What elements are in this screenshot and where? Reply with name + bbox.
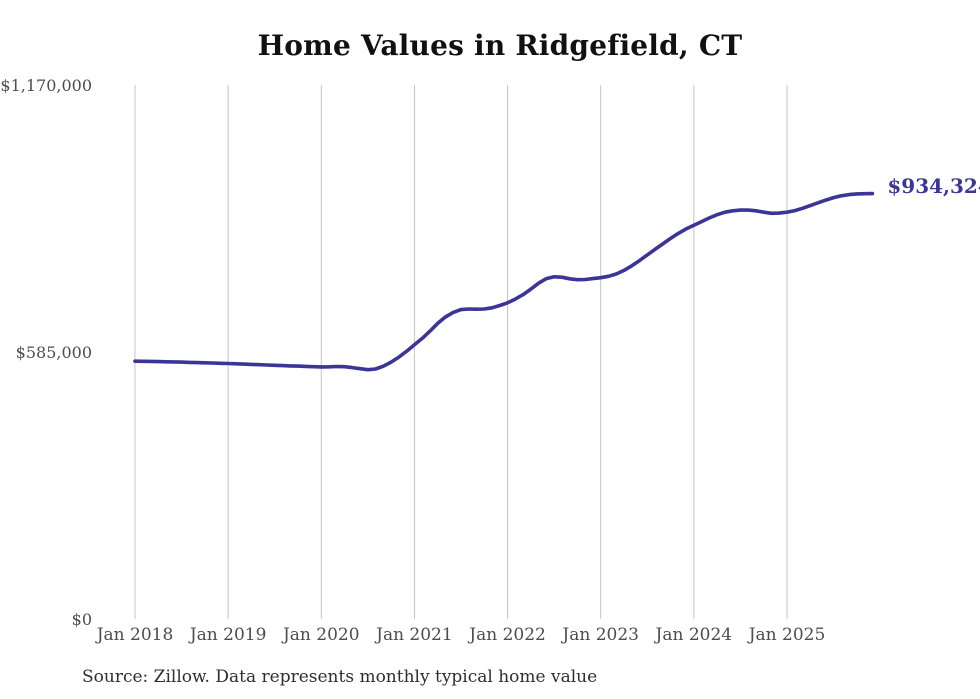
y-tick-label: $585,000 xyxy=(15,343,92,362)
chart-title: Home Values in Ridgefield, CT xyxy=(257,29,743,62)
x-tick-label: Jan 2024 xyxy=(655,625,733,645)
x-tick-label: Jan 2023 xyxy=(562,625,639,645)
x-tick-label: Jan 2021 xyxy=(376,625,453,645)
y-tick-label: $0 xyxy=(71,610,92,629)
x-tick-label: Jan 2025 xyxy=(748,625,826,645)
x-tick-label: Jan 2020 xyxy=(282,625,360,645)
source-note: Source: Zillow. Data represents monthly … xyxy=(82,667,598,687)
x-tick-label: Jan 2018 xyxy=(96,625,174,645)
x-tick-label: Jan 2022 xyxy=(469,625,546,645)
y-tick-label: $1,170,000 xyxy=(0,76,92,95)
last-value-annotation: $934,324 xyxy=(887,173,980,198)
home-value-line xyxy=(133,191,875,372)
x-tick-label: Jan 2019 xyxy=(189,625,267,645)
